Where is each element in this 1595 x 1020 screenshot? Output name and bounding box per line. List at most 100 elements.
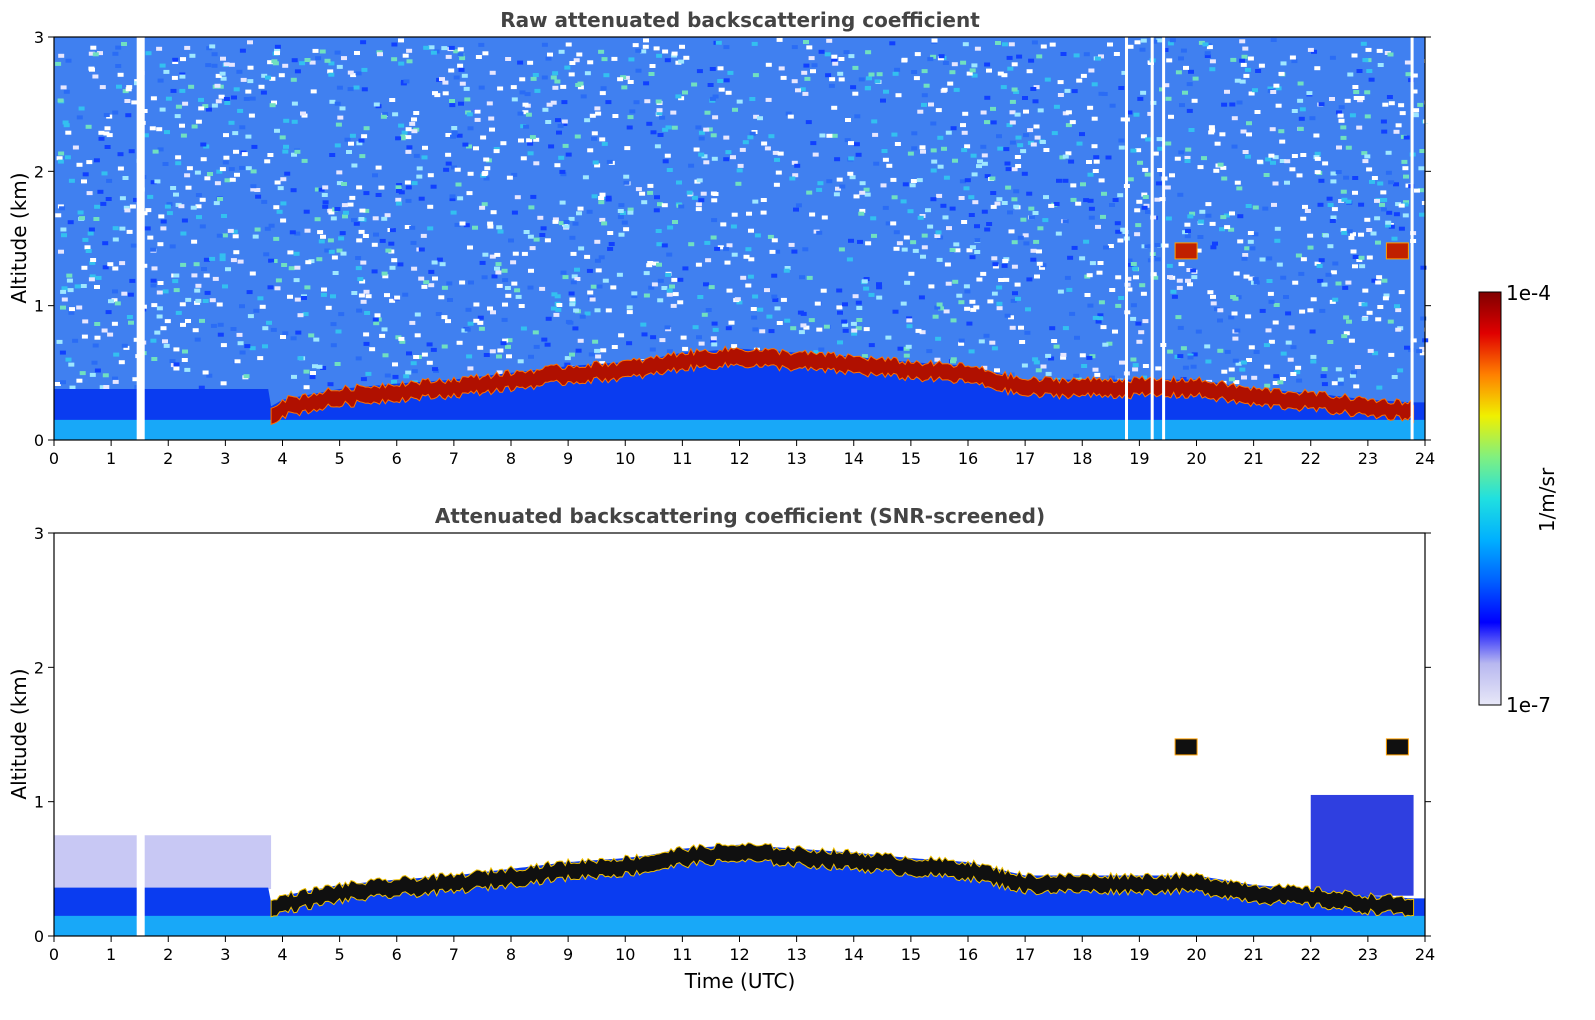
raw-noise-pixel [1155,181,1162,186]
raw-noise-pixel [339,231,346,236]
raw-noise-pixel [88,51,95,56]
raw-noise-pixel [271,100,277,105]
raw-noise-pixel [617,77,624,82]
raw-noise-pixel [941,146,947,151]
raw-noise-pixel [1314,66,1321,71]
raw-noise-pixel [1000,85,1007,90]
raw-noise-pixel [688,242,695,247]
raw-noise-pixel [445,54,452,59]
raw-noise-pixel [890,177,897,182]
x-tick-label: 12 [729,449,749,468]
raw-noise-pixel [610,285,617,290]
raw-noise-pixel [665,272,672,277]
raw-noise-pixel [228,62,235,67]
raw-noise-pixel [947,81,954,86]
x-tick-label: 12 [729,945,749,964]
raw-noise-pixel [656,111,663,116]
raw-noise-pixel [1007,210,1013,215]
raw-noise-pixel [1030,142,1037,147]
raw-noise-pixel [391,57,398,62]
raw-noise-pixel [172,60,179,64]
raw-noise-pixel [859,190,866,195]
raw-noise-pixel [443,167,450,172]
raw-noise-pixel [157,147,164,152]
raw-noise-pixel [1394,304,1400,309]
raw-noise-pixel [413,153,420,158]
raw-noise-pixel [166,202,173,207]
raw-noise-pixel [761,141,768,146]
raw-noise-pixel [1036,54,1043,59]
raw-noise-pixel [320,366,327,370]
raw-noise-pixel [1340,135,1347,140]
x-tick-label: 24 [1415,945,1435,964]
raw-noise-pixel [1013,189,1020,194]
raw-noise-pixel [889,41,896,46]
x-tick-label: 5 [335,945,345,964]
raw-noise-pixel [998,278,1005,282]
raw-noise-pixel [253,308,260,313]
raw-noise-pixel [1039,140,1046,144]
raw-noise-pixel [937,135,944,140]
raw-noise-pixel [1006,123,1013,128]
raw-noise-pixel [1385,170,1392,175]
raw-noise-pixel [1180,377,1187,381]
raw-noise-pixel [921,69,928,74]
raw-noise-pixel [1092,169,1099,173]
raw-noise-pixel [505,293,512,298]
raw-noise-pixel [803,63,810,68]
raw-noise-pixel [524,92,531,97]
raw-noise-pixel [670,303,677,308]
raw-noise-pixel [780,297,787,302]
raw-noise-pixel [91,360,98,365]
panel-raw-y-label: Altitude (km) [7,172,31,303]
data-gap [136,37,145,440]
raw-noise-pixel [1134,232,1141,237]
raw-noise-pixel [180,133,187,138]
raw-noise-pixel [1140,38,1147,43]
raw-noise-pixel [395,136,402,141]
raw-noise-pixel [150,96,157,101]
raw-noise-pixel [1307,308,1314,313]
raw-noise-pixel [977,159,983,164]
raw-noise-pixel [219,253,226,258]
raw-noise-pixel [920,254,926,259]
raw-noise-pixel [431,260,438,265]
raw-noise-pixel [495,262,502,267]
raw-noise-pixel [1037,108,1044,113]
raw-noise-pixel [800,323,807,328]
raw-noise-pixel [1064,88,1071,93]
raw-noise-pixel [489,70,496,75]
raw-noise-pixel [804,76,811,81]
raw-noise-pixel [557,123,564,128]
raw-noise-pixel [232,131,239,136]
raw-noise-pixel [365,371,372,376]
raw-noise-pixel [1402,202,1409,207]
raw-noise-pixel [760,210,767,215]
raw-noise-pixel [950,318,957,323]
raw-noise-pixel [1239,79,1246,84]
raw-noise-pixel [1254,110,1261,114]
raw-noise-pixel [224,101,231,105]
raw-noise-pixel [500,341,507,346]
raw-noise-pixel [274,180,281,185]
raw-noise-pixel [217,322,224,327]
raw-noise-pixel [372,317,379,322]
raw-noise-pixel [1165,141,1172,146]
raw-noise-pixel [284,171,291,176]
raw-noise-pixel [997,71,1004,76]
raw-noise-pixel [418,247,425,252]
raw-noise-pixel [405,135,412,140]
raw-noise-pixel [529,135,536,140]
raw-noise-pixel [664,325,671,330]
raw-noise-pixel [1125,276,1132,281]
raw-noise-pixel [972,200,979,205]
raw-noise-pixel [617,209,624,213]
raw-noise-pixel [66,273,73,278]
raw-noise-pixel [1126,110,1133,115]
raw-noise-pixel [1086,355,1093,360]
raw-noise-pixel [574,134,581,139]
raw-noise-pixel [502,278,509,283]
raw-noise-pixel [396,189,402,193]
raw-noise-pixel [363,191,370,196]
raw-noise-pixel [695,202,702,207]
